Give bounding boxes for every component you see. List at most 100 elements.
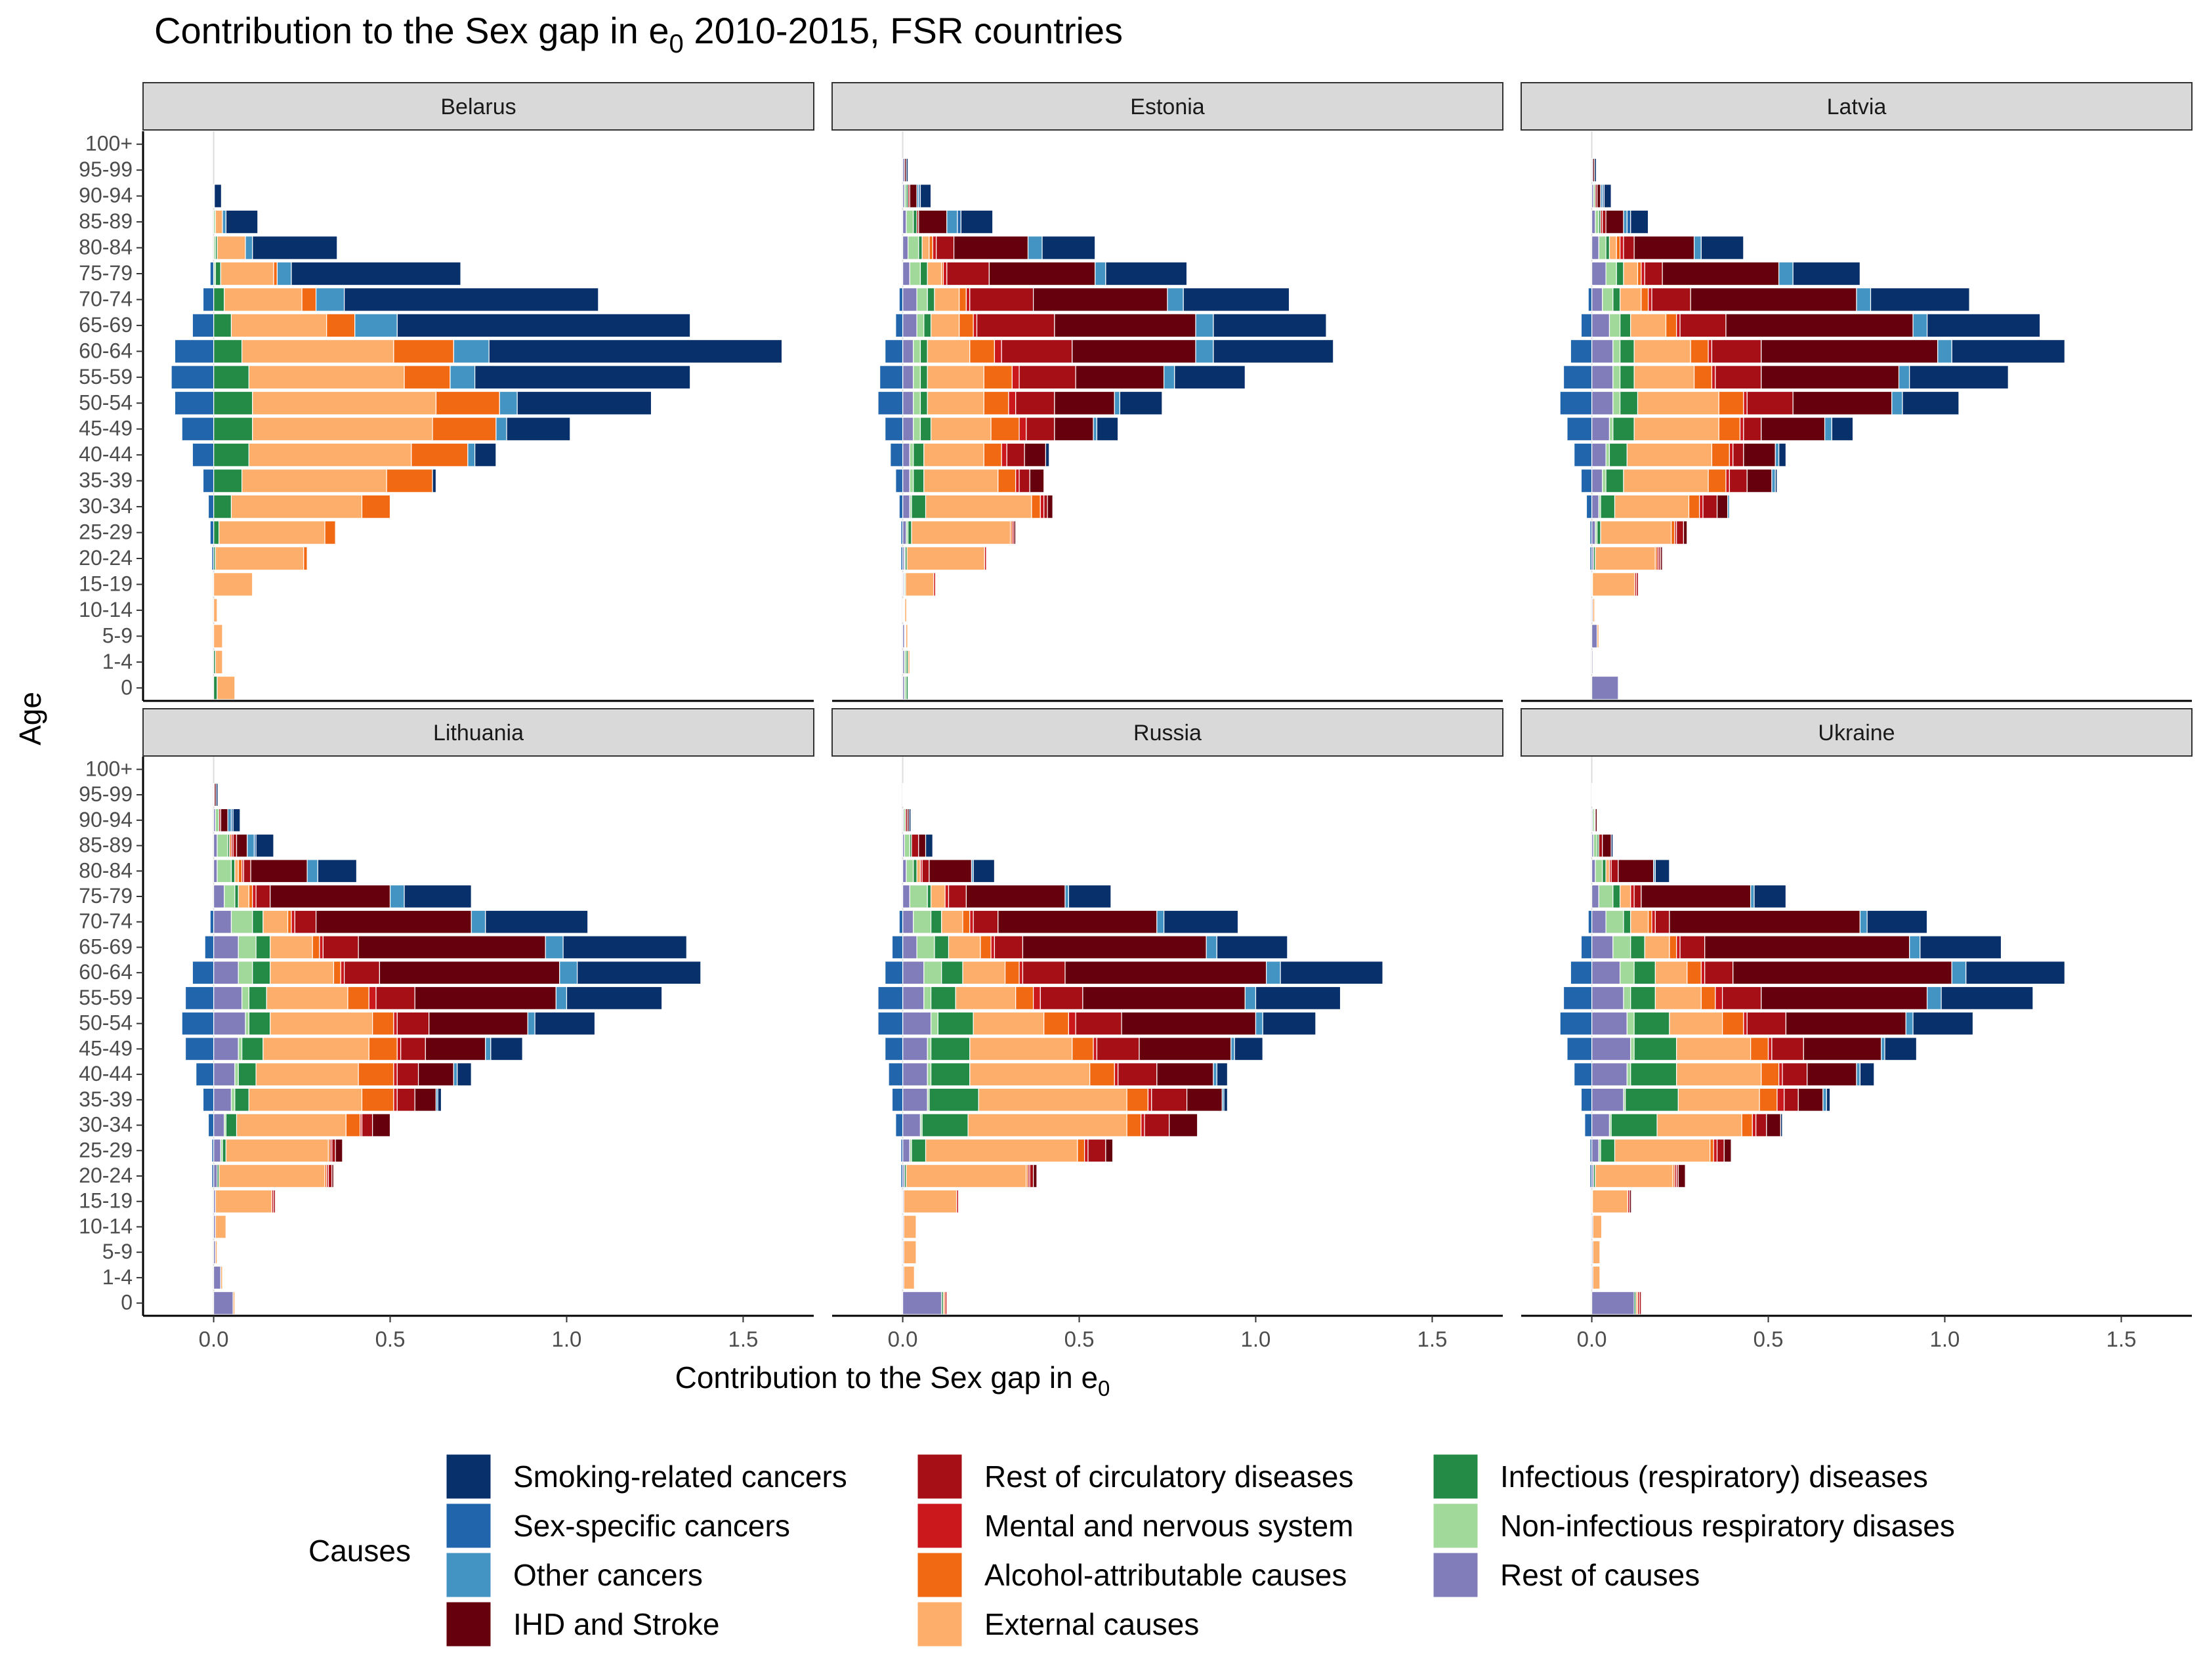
panel-latvia: Latvia [1521,82,2193,702]
bar-segment [955,986,1017,1010]
bar-segment [973,1011,1045,1036]
bar-segment [192,442,215,467]
bar-segment [1077,1139,1085,1163]
y-tick-label: 30-34 [79,494,133,518]
bar-segment [1592,572,1635,597]
bar-segment [347,986,369,1010]
bar-segment [1711,442,1730,467]
bar-segment [1620,313,1631,338]
bar-segment [375,986,415,1010]
bar-segment [1870,287,1970,312]
bar-segment [516,390,652,415]
bar-segment [474,365,691,390]
y-tick-label: 1-4 [102,650,133,673]
bar-segment [432,469,437,493]
bar-segment [417,1062,454,1087]
bar-segment [1807,1062,1857,1087]
legend-key [446,1552,492,1598]
bar-segment [1591,935,1614,959]
legend-label: Other cancers [513,1558,703,1592]
y-tick-label: 50-54 [79,1011,133,1035]
bar-segment [1580,935,1593,959]
y-tick-label: 10-14 [79,598,133,621]
bar-segment [1671,520,1675,545]
bar-segment [250,859,308,883]
bar-segment [1592,1240,1601,1265]
bar-segment [1822,1087,1827,1112]
bar-segment [1759,1087,1778,1112]
bar-segment [1761,986,1928,1010]
bar-segment [1095,261,1106,286]
bar-segment [911,1139,927,1163]
bar-segment [213,1011,246,1036]
bar-segment [1600,1139,1616,1163]
bar-segment [1677,1087,1760,1112]
bar-segment [174,339,215,364]
y-tick-label: 50-54 [79,390,133,414]
bar-segment [902,884,910,909]
legend-label: Smoking-related cancers [513,1460,847,1494]
bar-segment [1591,650,1593,675]
bar-segment [1743,390,1748,415]
panel-estonia: Estonia [831,82,1503,702]
bar-segment [919,417,932,442]
bar-segment [1859,1062,1875,1087]
bar-segment [273,261,278,286]
bar-segment [335,1139,343,1163]
bar-segment [973,313,978,338]
bar-segment [192,313,215,338]
bar-segment [1743,1011,1748,1036]
x-axis-title: Contribution to the Sex gap in e0 [675,1360,1110,1400]
bar-segment [474,442,497,467]
y-tick-label: 75-79 [79,261,133,285]
bar-segment [270,1011,373,1036]
facet-strip [831,708,1503,757]
bar-segment [1732,442,1744,467]
bar-segment [224,287,303,312]
bar-segment [902,1087,928,1112]
y-tick-label: 5-9 [102,1240,133,1263]
bar-segment [1591,1291,1635,1315]
bar-segment [903,1240,917,1265]
bar-segment [1183,287,1290,312]
bar-segment [960,209,994,234]
bar-segment [1234,1037,1263,1061]
bar-segment [213,833,218,858]
bar-segment [1045,442,1050,467]
bar-segment [891,935,904,959]
bar-segment [1771,469,1776,493]
bar-segment [453,1062,458,1087]
bar-segment [1608,236,1617,260]
legend-item: External causes [917,1601,1199,1647]
bar-segment [1597,520,1601,545]
bar-segment [213,494,232,519]
bar-segment [1785,1011,1906,1036]
bar-segment [202,1087,215,1112]
bar-segment [1591,783,1593,807]
bar-segment [396,313,691,338]
bar-segment [895,1113,904,1137]
bar-segment [888,1062,904,1087]
bar-segment [898,287,904,312]
bar-segment [1013,520,1017,545]
bar-segment [1718,417,1741,442]
bar-segment [368,986,377,1010]
bar-segment [207,494,215,519]
bar-segment [1831,417,1854,442]
bar-segment [400,1037,426,1061]
bar-segment [1761,365,1900,390]
bar-segment [1603,184,1612,208]
bar-segment [902,986,925,1010]
bar-segment [913,390,921,415]
bar-segment [1614,494,1690,519]
bar-segment [317,859,358,883]
y-tick-label: 55-59 [79,365,133,388]
y-tick-label: 80-84 [79,858,133,882]
bar-segment [326,313,356,338]
bar-segment [1630,1062,1677,1087]
bar-segment [1605,236,1610,260]
y-tick-label: 20-24 [79,1164,133,1187]
bar-segment [913,417,921,442]
bar-segment [213,986,243,1010]
bar-segment [1119,390,1163,415]
